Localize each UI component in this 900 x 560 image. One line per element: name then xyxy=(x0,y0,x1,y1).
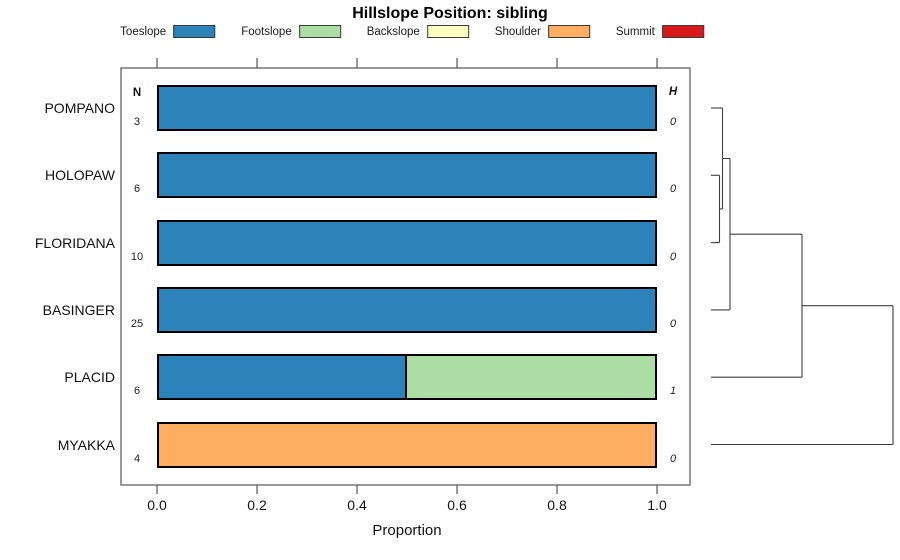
x-tick-label: 0.6 xyxy=(447,497,467,513)
n-column-header: N xyxy=(132,87,142,99)
x-tick-label: 0.8 xyxy=(547,497,567,513)
row-label-placid: PLACID xyxy=(64,369,115,386)
n-value: 6 xyxy=(133,385,141,398)
legend-label: Summit xyxy=(615,25,655,38)
legend-item-backslope: Backslope xyxy=(367,25,469,38)
bar-segment-toeslope xyxy=(157,85,657,131)
legend-swatch-summit xyxy=(661,25,704,38)
legend-swatch-toeslope xyxy=(173,25,216,38)
n-value: 4 xyxy=(133,452,141,465)
h-value: 0 xyxy=(669,317,677,330)
legend-label: Footslope xyxy=(241,25,292,38)
x-tick-label: 0.0 xyxy=(147,497,167,513)
legend-label: Toeslope xyxy=(120,25,167,38)
bar-segment-footslope xyxy=(405,354,657,401)
legend-swatch-backslope xyxy=(426,25,469,38)
bar-segment-toeslope xyxy=(157,354,407,401)
legend-item-toeslope: Toeslope xyxy=(120,25,216,38)
n-value: 10 xyxy=(130,250,144,263)
legend-label: Shoulder xyxy=(494,25,541,38)
legend: Toeslope Footslope Backslope Shoulder Summit xyxy=(120,25,704,38)
h-value: 0 xyxy=(669,116,677,128)
n-value: 3 xyxy=(133,116,141,128)
row-label-basinger: BASINGER xyxy=(42,301,115,318)
h-value: 0 xyxy=(669,183,677,196)
chart-title: Hillslope Position: sibling xyxy=(352,5,548,22)
h-value: 0 xyxy=(669,452,677,465)
h-value: 1 xyxy=(669,385,677,398)
legend-label: Backslope xyxy=(366,25,420,38)
bar-segment-toeslope xyxy=(157,152,657,199)
x-tick-label: 0.4 xyxy=(347,497,367,513)
n-value: 25 xyxy=(130,317,144,330)
legend-swatch-shoulder xyxy=(547,25,590,38)
bar-segment-shoulder xyxy=(157,421,657,468)
x-tick-label: 1.0 xyxy=(647,497,667,513)
row-label-myakka: MYAKKA xyxy=(57,436,115,453)
row-label-pompano: POMPANO xyxy=(44,100,115,116)
bar-segment-toeslope xyxy=(157,219,657,266)
legend-swatch-footslope xyxy=(298,25,341,38)
h-value: 0 xyxy=(669,250,677,263)
legend-item-summit: Summit xyxy=(616,25,704,38)
x-tick-label: 0.2 xyxy=(247,497,267,513)
legend-item-footslope: Footslope xyxy=(241,25,341,38)
legend-item-shoulder: Shoulder xyxy=(495,25,590,38)
row-label-holopaw: HOLOPAW xyxy=(44,167,115,184)
bar-segment-toeslope xyxy=(157,286,657,333)
n-value: 6 xyxy=(133,183,141,196)
row-label-floridana: FLORIDANA xyxy=(34,234,115,251)
h-column-header: H xyxy=(668,86,678,98)
x-axis-title: Proportion xyxy=(372,522,442,539)
